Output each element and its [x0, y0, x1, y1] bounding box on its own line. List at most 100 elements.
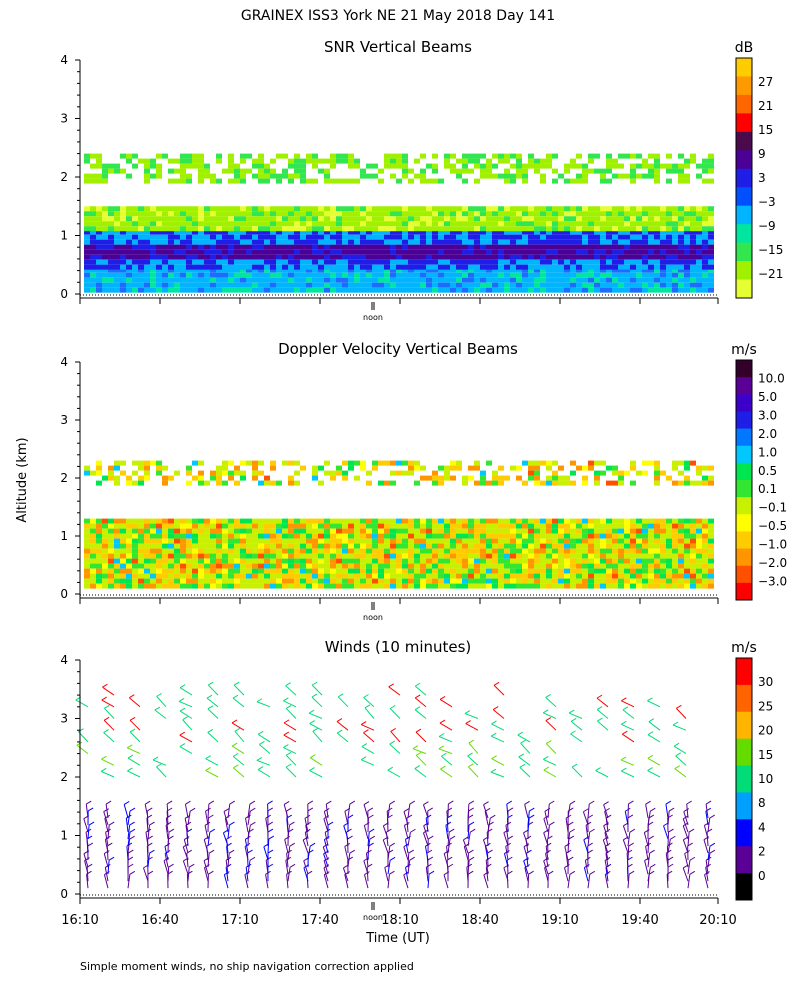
wind-barb: [167, 832, 170, 847]
heat-cell: [174, 239, 180, 245]
heat-cell: [510, 568, 516, 574]
heat-cell: [492, 211, 498, 217]
heat-cell: [540, 568, 546, 574]
heat-cell: [198, 168, 204, 174]
heat-cell: [582, 543, 588, 549]
heat-cell: [534, 211, 540, 217]
heat-cell: [168, 226, 174, 232]
heat-cell: [594, 264, 600, 270]
heat-cell: [474, 221, 480, 227]
wind-barb-flag: [128, 849, 134, 854]
colorbar: m/s10.05.03.02.01.00.50.1−0.1−0.5−1.0−2.…: [731, 342, 787, 601]
heat-cell: [186, 163, 192, 169]
heat-cell: [630, 583, 636, 589]
wind-barb: [85, 832, 89, 847]
heat-cell: [414, 272, 420, 278]
heat-cell: [108, 543, 114, 549]
heat-cell: [702, 465, 708, 471]
heat-cell: [270, 543, 276, 549]
heat-cell: [378, 287, 384, 293]
heat-cell: [378, 523, 384, 529]
heat-cell: [210, 206, 216, 212]
wind-barb: [203, 860, 209, 875]
heat-cell: [492, 282, 498, 288]
heat-cell: [294, 221, 300, 227]
heat-cell: [198, 578, 204, 584]
heat-cell: [612, 568, 618, 574]
heat-cell: [132, 563, 138, 569]
heat-cell: [558, 538, 564, 544]
heat-cell: [342, 244, 348, 250]
heat-cell: [204, 244, 210, 250]
heat-cell: [234, 558, 240, 564]
heat-cell: [174, 168, 180, 174]
wind-barb-flag: [412, 745, 419, 750]
heat-cell: [264, 178, 270, 184]
heat-cell: [144, 168, 150, 174]
heat-cell: [252, 518, 258, 524]
heat-cell: [258, 558, 264, 564]
heat-cell: [384, 216, 390, 222]
heat-cell: [444, 229, 450, 235]
heat-cell: [546, 153, 552, 159]
heat-cell: [324, 533, 330, 539]
heat-cell: [144, 173, 150, 179]
heat-cell: [288, 259, 294, 265]
heat-cell: [654, 229, 660, 235]
heat-cell: [384, 254, 390, 260]
heat-cell: [690, 460, 696, 466]
heat-cell: [246, 563, 252, 569]
wind-barb: [447, 832, 450, 847]
wind-barb: [666, 846, 669, 861]
heat-cell: [150, 518, 156, 524]
heat-cell: [708, 239, 714, 245]
heat-cell: [336, 465, 342, 471]
heat-cell: [168, 272, 174, 278]
heat-cell: [564, 568, 570, 574]
heat-cell: [288, 163, 294, 169]
heat-cell: [402, 254, 408, 260]
heat-cell: [528, 216, 534, 222]
heat-cell: [426, 287, 432, 293]
heat-cell: [186, 470, 192, 476]
y-tick-label: 4: [60, 53, 68, 67]
heat-cell: [576, 465, 582, 471]
heat-cell: [516, 583, 522, 589]
wind-barb: [286, 874, 289, 889]
heat-cell: [540, 206, 546, 212]
heat-cell: [672, 573, 678, 579]
heat-cell: [300, 234, 306, 240]
heat-cell: [330, 158, 336, 164]
heat-cell: [534, 480, 540, 486]
wind-barb: [703, 825, 709, 840]
wind-barb-flag: [569, 828, 575, 833]
heat-cell: [450, 287, 456, 293]
heat-cell: [336, 259, 342, 265]
heat-cell: [90, 163, 96, 169]
heat-cell: [702, 538, 708, 544]
heat-cell: [204, 272, 210, 278]
heat-cell: [606, 287, 612, 293]
heat-cell: [108, 249, 114, 255]
colorbar-swatch: [736, 497, 752, 515]
heat-cell: [684, 583, 690, 589]
heat-cell: [114, 254, 120, 260]
heat-cell: [306, 287, 312, 293]
heat-cell: [162, 548, 168, 554]
heat-cell: [474, 563, 480, 569]
y-tick-label: 0: [60, 287, 68, 301]
heat-cell: [606, 234, 612, 240]
heat-cell: [588, 226, 594, 232]
heat-cell: [246, 528, 252, 534]
heat-cell: [420, 568, 426, 574]
heat-cell: [192, 287, 198, 293]
wind-barb-flag: [628, 800, 634, 805]
wind-barb: [283, 747, 297, 755]
wind-barb-flag: [565, 849, 572, 854]
heat-cell: [282, 282, 288, 288]
heat-cell: [624, 264, 630, 270]
heat-cell: [336, 153, 342, 159]
heat-cell: [330, 234, 336, 240]
heat-cell: [624, 244, 630, 250]
heat-cell: [420, 239, 426, 245]
